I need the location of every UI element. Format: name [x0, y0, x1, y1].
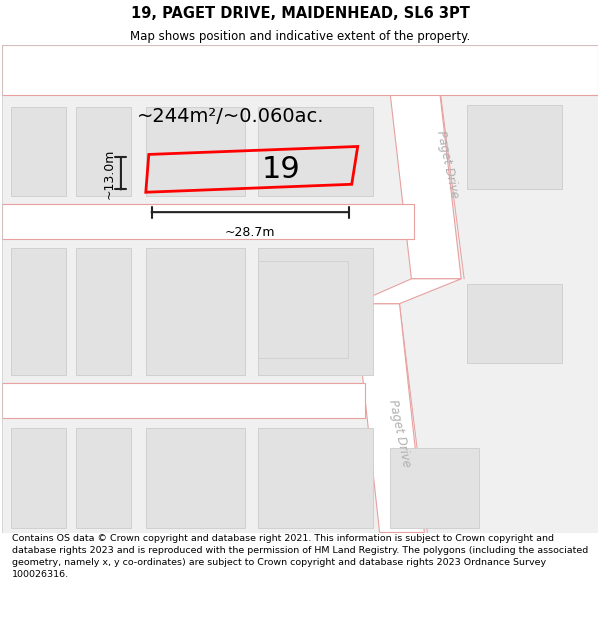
Text: Paget Drive: Paget Drive: [386, 398, 413, 468]
Text: 19: 19: [262, 155, 300, 184]
Bar: [258, 107, 373, 196]
Polygon shape: [355, 279, 461, 304]
Text: ~13.0m: ~13.0m: [103, 148, 116, 199]
Bar: [76, 428, 131, 528]
Bar: [389, 448, 479, 528]
Text: 19, PAGET DRIVE, MAIDENHEAD, SL6 3PT: 19, PAGET DRIVE, MAIDENHEAD, SL6 3PT: [131, 6, 469, 21]
Text: Map shows position and indicative extent of the property.: Map shows position and indicative extent…: [130, 31, 470, 43]
Polygon shape: [2, 383, 365, 418]
Bar: [467, 284, 562, 363]
Bar: [76, 107, 131, 196]
Bar: [11, 248, 66, 375]
Bar: [146, 107, 245, 196]
Text: Paget Drive: Paget Drive: [434, 129, 461, 199]
Bar: [258, 248, 373, 375]
Bar: [11, 428, 66, 528]
Polygon shape: [355, 304, 424, 532]
Polygon shape: [2, 204, 415, 239]
Bar: [258, 428, 373, 528]
Polygon shape: [385, 45, 461, 279]
Bar: [76, 248, 131, 375]
Bar: [146, 428, 245, 528]
Bar: [11, 107, 66, 196]
Text: Contains OS data © Crown copyright and database right 2021. This information is : Contains OS data © Crown copyright and d…: [12, 534, 588, 579]
Polygon shape: [2, 45, 598, 95]
Bar: [146, 248, 245, 375]
Bar: [258, 261, 348, 358]
Text: ~244m²/~0.060ac.: ~244m²/~0.060ac.: [137, 107, 325, 126]
Bar: [467, 105, 562, 189]
Text: ~28.7m: ~28.7m: [225, 226, 275, 239]
